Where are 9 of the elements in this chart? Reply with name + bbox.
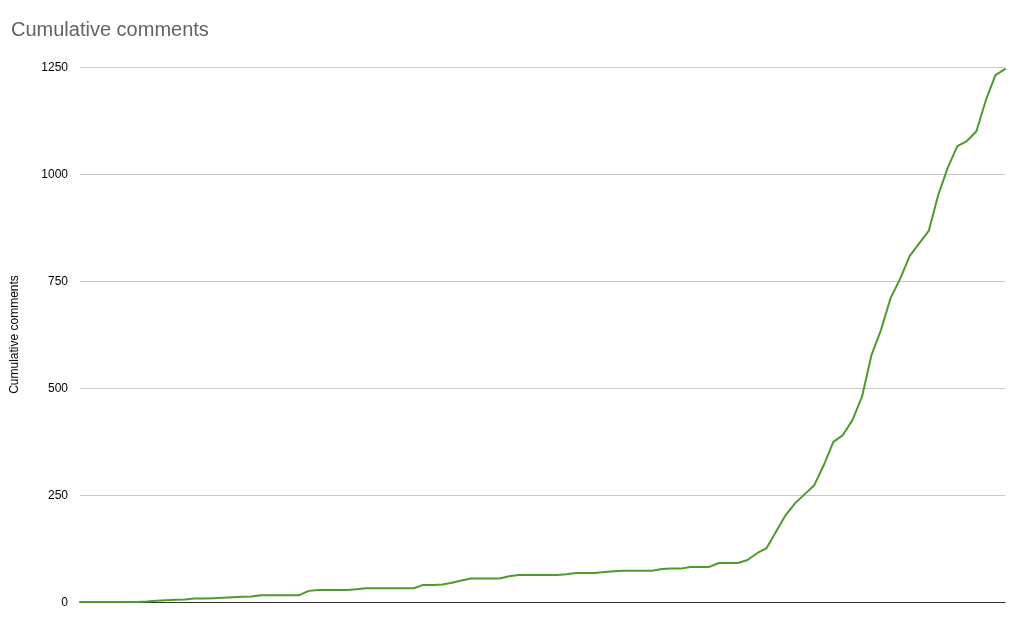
y-tick-label: 250: [47, 488, 69, 502]
y-tick-label: 0: [61, 595, 69, 609]
y-tick-label: 500: [47, 381, 69, 395]
y-tick-label: 1000: [41, 167, 69, 181]
chart-title: Cumulative comments: [11, 18, 209, 40]
y-tick-label: 1250: [41, 60, 69, 74]
y-axis-title: Cumulative comments: [7, 275, 21, 394]
y-tick-label: 750: [47, 274, 69, 288]
line-series: [79, 68, 1006, 603]
